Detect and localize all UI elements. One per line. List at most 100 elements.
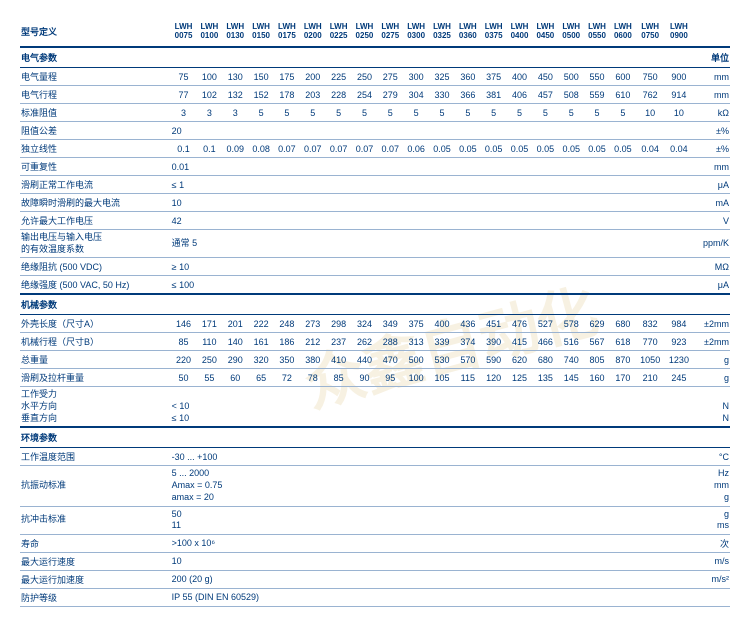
data-row: 允许最大工作电压42V bbox=[20, 212, 730, 230]
row-label: 绝缘强度 (500 VAC, 50 Hz) bbox=[20, 276, 171, 295]
cell-value: 400 bbox=[507, 68, 533, 86]
cell-unit: V bbox=[693, 212, 730, 230]
data-row: 电气行程771021321521782032282542793043303663… bbox=[20, 86, 730, 104]
cell-value: 248 bbox=[274, 315, 300, 333]
cell-span-value: 5011 bbox=[171, 506, 694, 534]
data-row: 抗冲击标准5011gms bbox=[20, 506, 730, 534]
cell-value: 380 bbox=[300, 351, 326, 369]
cell-value: 0.05 bbox=[610, 140, 636, 158]
cell-unit: 次 bbox=[693, 534, 730, 552]
cell-value: 105 bbox=[429, 369, 455, 387]
cell-value: 457 bbox=[532, 86, 558, 104]
data-row: 滑刷及拉杆重量505560657278859095100105115120125… bbox=[20, 369, 730, 387]
data-row: 最大运行速度10m/s bbox=[20, 552, 730, 570]
data-row: 抗振动标准5 ... 2000Amax = 0.75amax = 20Hzmmg bbox=[20, 466, 730, 506]
cell-value: 313 bbox=[403, 333, 429, 351]
data-row: 可重复性0.01mm bbox=[20, 158, 730, 176]
col-header: LWH0275 bbox=[377, 20, 403, 47]
col-header: LWH0375 bbox=[481, 20, 507, 47]
cell-value: 5 bbox=[377, 104, 403, 122]
cell-span-value: ≥ 10 bbox=[171, 258, 694, 276]
cell-value: 466 bbox=[532, 333, 558, 351]
row-label: 允许最大工作电压 bbox=[20, 212, 171, 230]
row-label: 外壳长度（尺寸A） bbox=[20, 315, 171, 333]
cell-value: 381 bbox=[481, 86, 507, 104]
cell-unit: NN bbox=[693, 387, 730, 428]
cell-span-value: 10 bbox=[171, 194, 694, 212]
cell-span-value: ≤ 100 bbox=[171, 276, 694, 295]
section-title: 机械参数 bbox=[20, 294, 171, 315]
cell-value: 50 bbox=[171, 369, 197, 387]
cell-value: 680 bbox=[532, 351, 558, 369]
data-row: 防护等级IP 55 (DIN EN 60529) bbox=[20, 588, 730, 606]
cell-value: 470 bbox=[377, 351, 403, 369]
cell-value: 508 bbox=[558, 86, 584, 104]
cell-value: 75 bbox=[171, 68, 197, 86]
col-header: LWH0250 bbox=[352, 20, 378, 47]
cell-value: 146 bbox=[171, 315, 197, 333]
cell-value: 245 bbox=[665, 369, 694, 387]
col-header: LWH0150 bbox=[248, 20, 274, 47]
cell-value: 201 bbox=[222, 315, 248, 333]
cell-value: 832 bbox=[636, 315, 665, 333]
cell-value: 527 bbox=[532, 315, 558, 333]
cell-value: 110 bbox=[196, 333, 222, 351]
cell-value: 375 bbox=[403, 315, 429, 333]
row-label: 输出电压与输入电压的有效温度系数 bbox=[20, 230, 171, 258]
cell-value: 567 bbox=[584, 333, 610, 351]
col-header: LWH0500 bbox=[558, 20, 584, 47]
cell-value: 900 bbox=[665, 68, 694, 86]
row-label: 阻值公差 bbox=[20, 122, 171, 140]
cell-value: 530 bbox=[429, 351, 455, 369]
cell-value: 476 bbox=[507, 315, 533, 333]
cell-unit: g bbox=[693, 351, 730, 369]
cell-value: 135 bbox=[532, 369, 558, 387]
section-header: 机械参数 bbox=[20, 294, 730, 315]
cell-value: 78 bbox=[300, 369, 326, 387]
cell-value: 5 bbox=[300, 104, 326, 122]
cell-value: 237 bbox=[326, 333, 352, 351]
cell-value: 3 bbox=[196, 104, 222, 122]
cell-value: 0.05 bbox=[429, 140, 455, 158]
cell-value: 250 bbox=[352, 68, 378, 86]
cell-value: 578 bbox=[558, 315, 584, 333]
cell-value: 220 bbox=[171, 351, 197, 369]
header-label: 型号定义 bbox=[20, 20, 171, 47]
cell-value: 300 bbox=[403, 68, 429, 86]
col-header: LWH0130 bbox=[222, 20, 248, 47]
cell-value: 65 bbox=[248, 369, 274, 387]
cell-value: 85 bbox=[326, 369, 352, 387]
cell-value: 5 bbox=[352, 104, 378, 122]
row-label: 总重量 bbox=[20, 351, 171, 369]
cell-value: 5 bbox=[429, 104, 455, 122]
cell-value: 254 bbox=[352, 86, 378, 104]
cell-value: 0.04 bbox=[636, 140, 665, 158]
cell-unit: kΩ bbox=[693, 104, 730, 122]
cell-value: 290 bbox=[222, 351, 248, 369]
header-row: 型号定义LWH0075LWH0100LWH0130LWH0150LWH0175L… bbox=[20, 20, 730, 47]
cell-unit: ±% bbox=[693, 122, 730, 140]
cell-value: 152 bbox=[248, 86, 274, 104]
section-spacer bbox=[171, 427, 694, 448]
cell-value: 186 bbox=[274, 333, 300, 351]
cell-value: 618 bbox=[610, 333, 636, 351]
cell-value: 85 bbox=[171, 333, 197, 351]
cell-value: 3 bbox=[171, 104, 197, 122]
cell-value: 0.05 bbox=[584, 140, 610, 158]
cell-value: 0.07 bbox=[377, 140, 403, 158]
cell-value: 0.05 bbox=[455, 140, 481, 158]
cell-value: 145 bbox=[558, 369, 584, 387]
cell-value: 0.07 bbox=[326, 140, 352, 158]
data-row: 总重量2202502903203503804104404705005305705… bbox=[20, 351, 730, 369]
cell-value: 200 bbox=[300, 68, 326, 86]
row-label: 最大运行速度 bbox=[20, 552, 171, 570]
cell-value: 5 bbox=[481, 104, 507, 122]
cell-span-value: 200 (20 g) bbox=[171, 570, 694, 588]
cell-unit: mm bbox=[693, 68, 730, 86]
cell-unit: μA bbox=[693, 276, 730, 295]
cell-span-value: < 10≤ 10 bbox=[171, 387, 694, 428]
cell-value: 680 bbox=[610, 315, 636, 333]
col-header: LWH0175 bbox=[274, 20, 300, 47]
data-row: 工作受力水平方向垂直方向< 10≤ 10NN bbox=[20, 387, 730, 428]
cell-value: 203 bbox=[300, 86, 326, 104]
